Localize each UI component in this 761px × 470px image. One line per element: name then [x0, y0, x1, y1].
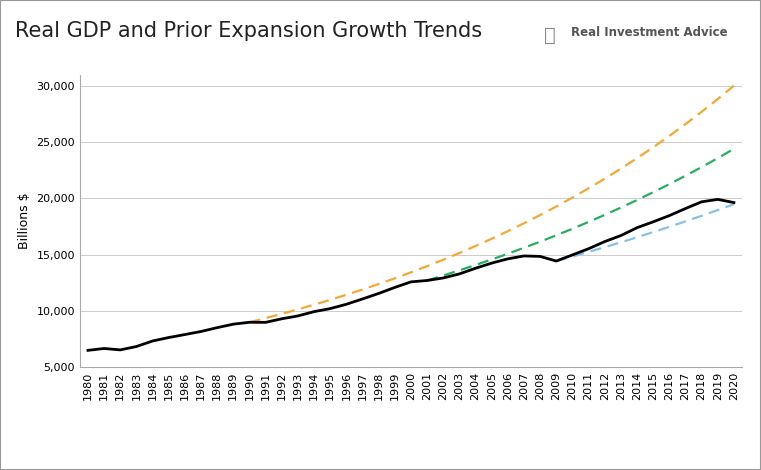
Y-axis label: Billions $: Billions $	[18, 193, 31, 249]
Text: Real GDP and Prior Expansion Growth Trends: Real GDP and Prior Expansion Growth Tren…	[15, 21, 482, 41]
Text: 🦅: 🦅	[544, 26, 556, 45]
Text: Real Investment Advice: Real Investment Advice	[571, 26, 728, 39]
